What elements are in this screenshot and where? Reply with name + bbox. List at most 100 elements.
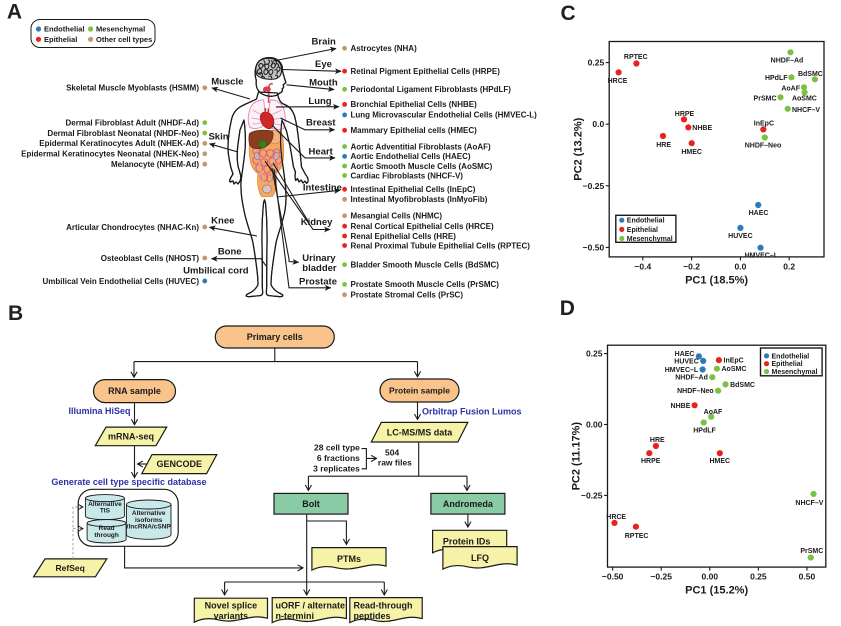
svg-text:HRPE: HRPE bbox=[675, 111, 695, 118]
svg-text:Periodontal Ligament Fibroblas: Periodontal Ligament Fibroblasts (HPdLF) bbox=[351, 85, 512, 94]
svg-text:HMEC: HMEC bbox=[681, 149, 702, 156]
svg-text:0.0: 0.0 bbox=[592, 119, 604, 129]
svg-text:NHBE: NHBE bbox=[671, 403, 691, 410]
svg-text:HUVEC: HUVEC bbox=[674, 358, 699, 365]
svg-text:RPTEC: RPTEC bbox=[624, 54, 648, 61]
svg-text:NHBE: NHBE bbox=[692, 125, 712, 132]
svg-text:Epithelial: Epithelial bbox=[627, 227, 658, 234]
svg-text:LC-MS/MS data: LC-MS/MS data bbox=[387, 427, 453, 437]
svg-text:NHDF–Neo: NHDF–Neo bbox=[677, 388, 714, 395]
svg-text:Knee: Knee bbox=[211, 216, 234, 227]
svg-text:through: through bbox=[94, 532, 119, 539]
svg-text:0.25: 0.25 bbox=[750, 572, 767, 582]
svg-text:Andromeda: Andromeda bbox=[443, 499, 494, 509]
svg-text:HPdLF: HPdLF bbox=[693, 427, 716, 434]
svg-text:Osteoblast Cells (NHOST): Osteoblast Cells (NHOST) bbox=[101, 254, 200, 263]
svg-text:Renal Epithelial Cells (HRE): Renal Epithelial Cells (HRE) bbox=[351, 232, 457, 241]
svg-text:Aortic Smooth Muscle Cells (Ao: Aortic Smooth Muscle Cells (AoSMC) bbox=[351, 162, 493, 171]
svg-text:3 replicates: 3 replicates bbox=[313, 464, 360, 474]
svg-text:PC1 (18.5%): PC1 (18.5%) bbox=[685, 274, 748, 286]
svg-text:Renal Proximal Tubule Epitheli: Renal Proximal Tubule Epithelial Cells (… bbox=[351, 241, 531, 250]
svg-text:Heart: Heart bbox=[309, 147, 334, 158]
svg-text:504: 504 bbox=[385, 447, 399, 457]
svg-text:Endothelial: Endothelial bbox=[772, 353, 810, 360]
svg-text:TIS: TIS bbox=[100, 508, 111, 515]
svg-text:NHCF–V: NHCF–V bbox=[792, 107, 820, 114]
svg-text:B: B bbox=[8, 302, 23, 325]
svg-text:AoSMC: AoSMC bbox=[792, 96, 817, 103]
svg-text:Aortic Adventitial Fibroblasts: Aortic Adventitial Fibroblasts (AoAF) bbox=[351, 142, 491, 151]
svg-text:Alternative: Alternative bbox=[132, 510, 166, 517]
svg-text:0.0: 0.0 bbox=[734, 261, 746, 271]
svg-text:LFQ: LFQ bbox=[471, 553, 489, 563]
svg-text:BdSMC: BdSMC bbox=[798, 71, 823, 78]
svg-text:InEpC: InEpC bbox=[724, 358, 744, 365]
svg-text:A: A bbox=[7, 1, 22, 24]
svg-text:PC2 (11.17%): PC2 (11.17%) bbox=[571, 422, 583, 491]
svg-text:AoAF: AoAF bbox=[704, 409, 723, 416]
svg-text:Muscle: Muscle bbox=[211, 76, 243, 87]
svg-text:D: D bbox=[560, 297, 575, 320]
svg-text:Epidermal Keratinocytes Adult: Epidermal Keratinocytes Adult (NHEK-Ad) bbox=[39, 139, 199, 148]
svg-text:Mesenchymal: Mesenchymal bbox=[96, 25, 145, 34]
svg-text:Melanocyte (NHEM-Ad): Melanocyte (NHEM-Ad) bbox=[111, 160, 199, 169]
svg-text:Mouth: Mouth bbox=[309, 78, 338, 89]
svg-text:Cardiac Fibroblasts (NHCF-V): Cardiac Fibroblasts (NHCF-V) bbox=[351, 171, 464, 180]
svg-text:Brain: Brain bbox=[312, 37, 336, 48]
svg-text:HRE: HRE bbox=[656, 142, 671, 149]
svg-text:PrSMC: PrSMC bbox=[800, 548, 823, 555]
svg-text:Epithelial: Epithelial bbox=[772, 361, 803, 368]
svg-text:Endothelial: Endothelial bbox=[44, 25, 84, 34]
svg-text:Prostate Smooth Muscle Cells (: Prostate Smooth Muscle Cells (PrSMC) bbox=[351, 280, 500, 289]
svg-text:HMEC: HMEC bbox=[709, 458, 730, 465]
svg-text:HRCE: HRCE bbox=[608, 78, 628, 85]
svg-text:GENCODE: GENCODE bbox=[157, 459, 203, 469]
svg-text:InEpC: InEpC bbox=[754, 120, 774, 127]
svg-text:AoAF: AoAF bbox=[781, 85, 800, 92]
svg-text:Epidermal Keratinocytes Neonat: Epidermal Keratinocytes Neonatal (NHEK-N… bbox=[21, 150, 199, 159]
svg-text:Lung: Lung bbox=[308, 96, 331, 107]
svg-text:Protein sample: Protein sample bbox=[389, 386, 450, 396]
svg-text:Intestinal Myofibroblasts (InM: Intestinal Myofibroblasts (InMyoFib) bbox=[351, 195, 488, 204]
svg-text:HRCE: HRCE bbox=[606, 514, 626, 521]
svg-text:Bronchial Epithelial Cells (NH: Bronchial Epithelial Cells (NHBE) bbox=[351, 100, 478, 109]
svg-text:HMVEC–L: HMVEC–L bbox=[745, 252, 779, 259]
svg-text:RNA sample: RNA sample bbox=[108, 386, 161, 396]
svg-text:Endothelial: Endothelial bbox=[627, 218, 665, 225]
svg-text:PC1 (15.2%): PC1 (15.2%) bbox=[685, 585, 748, 597]
svg-text:NHCF–V: NHCF–V bbox=[795, 500, 823, 507]
svg-text:HPdLF: HPdLF bbox=[765, 75, 788, 82]
svg-text:0.25: 0.25 bbox=[588, 58, 605, 68]
svg-text:variants: variants bbox=[214, 611, 249, 621]
svg-text:Illumina HiSeq: Illumina HiSeq bbox=[69, 406, 131, 416]
svg-text:RefSeq: RefSeq bbox=[56, 563, 85, 573]
svg-text:Lung Microvascular Endothelial: Lung Microvascular Endothelial Cells (HM… bbox=[351, 111, 538, 120]
svg-text:C: C bbox=[561, 2, 576, 25]
svg-text:Mesenchymal: Mesenchymal bbox=[627, 236, 673, 243]
svg-text:RPTEC: RPTEC bbox=[625, 533, 649, 540]
svg-text:Dermal Fibroblast Adult (NHDF-: Dermal Fibroblast Adult (NHDF-Ad) bbox=[66, 118, 200, 127]
svg-text:Dermal Fibroblast Neonatal (NH: Dermal Fibroblast Neonatal (NHDF-Neo) bbox=[47, 129, 199, 138]
svg-text:0.00: 0.00 bbox=[586, 420, 603, 430]
svg-text:Prostate Stromal Cells (PrSC): Prostate Stromal Cells (PrSC) bbox=[351, 291, 464, 300]
svg-text:mRNA-seq: mRNA-seq bbox=[108, 432, 154, 442]
svg-text:Mammary Epithelial cells (HMEC: Mammary Epithelial cells (HMEC) bbox=[351, 126, 478, 135]
svg-text:Read-through: Read-through bbox=[354, 601, 413, 611]
svg-text:/lncRNA/cSNP: /lncRNA/cSNP bbox=[127, 524, 172, 531]
svg-text:HRPE: HRPE bbox=[641, 458, 661, 465]
svg-text:n-termini: n-termini bbox=[276, 611, 315, 621]
svg-text:−0.2: −0.2 bbox=[683, 261, 700, 271]
svg-text:HAEC: HAEC bbox=[749, 210, 769, 217]
svg-text:28 cell type: 28 cell type bbox=[314, 442, 360, 452]
svg-text:Intestinal Epithelial Cells (I: Intestinal Epithelial Cells (InEpC) bbox=[351, 185, 476, 194]
svg-text:0.25: 0.25 bbox=[586, 349, 603, 359]
svg-text:Other cell types: Other cell types bbox=[96, 35, 152, 44]
svg-text:HRE: HRE bbox=[650, 437, 665, 444]
svg-text:Renal Cortical Epithelial Cell: Renal Cortical Epithelial Cells (HRCE) bbox=[351, 222, 494, 231]
svg-text:Skeletal Muscle Myoblasts (HSM: Skeletal Muscle Myoblasts (HSMM) bbox=[66, 84, 199, 93]
svg-text:−0.25: −0.25 bbox=[581, 490, 603, 500]
svg-text:Read: Read bbox=[99, 525, 115, 532]
svg-text:Astrocytes (NHA): Astrocytes (NHA) bbox=[351, 44, 418, 53]
svg-text:AoSMC: AoSMC bbox=[722, 366, 747, 373]
svg-text:Intestine: Intestine bbox=[303, 183, 342, 194]
